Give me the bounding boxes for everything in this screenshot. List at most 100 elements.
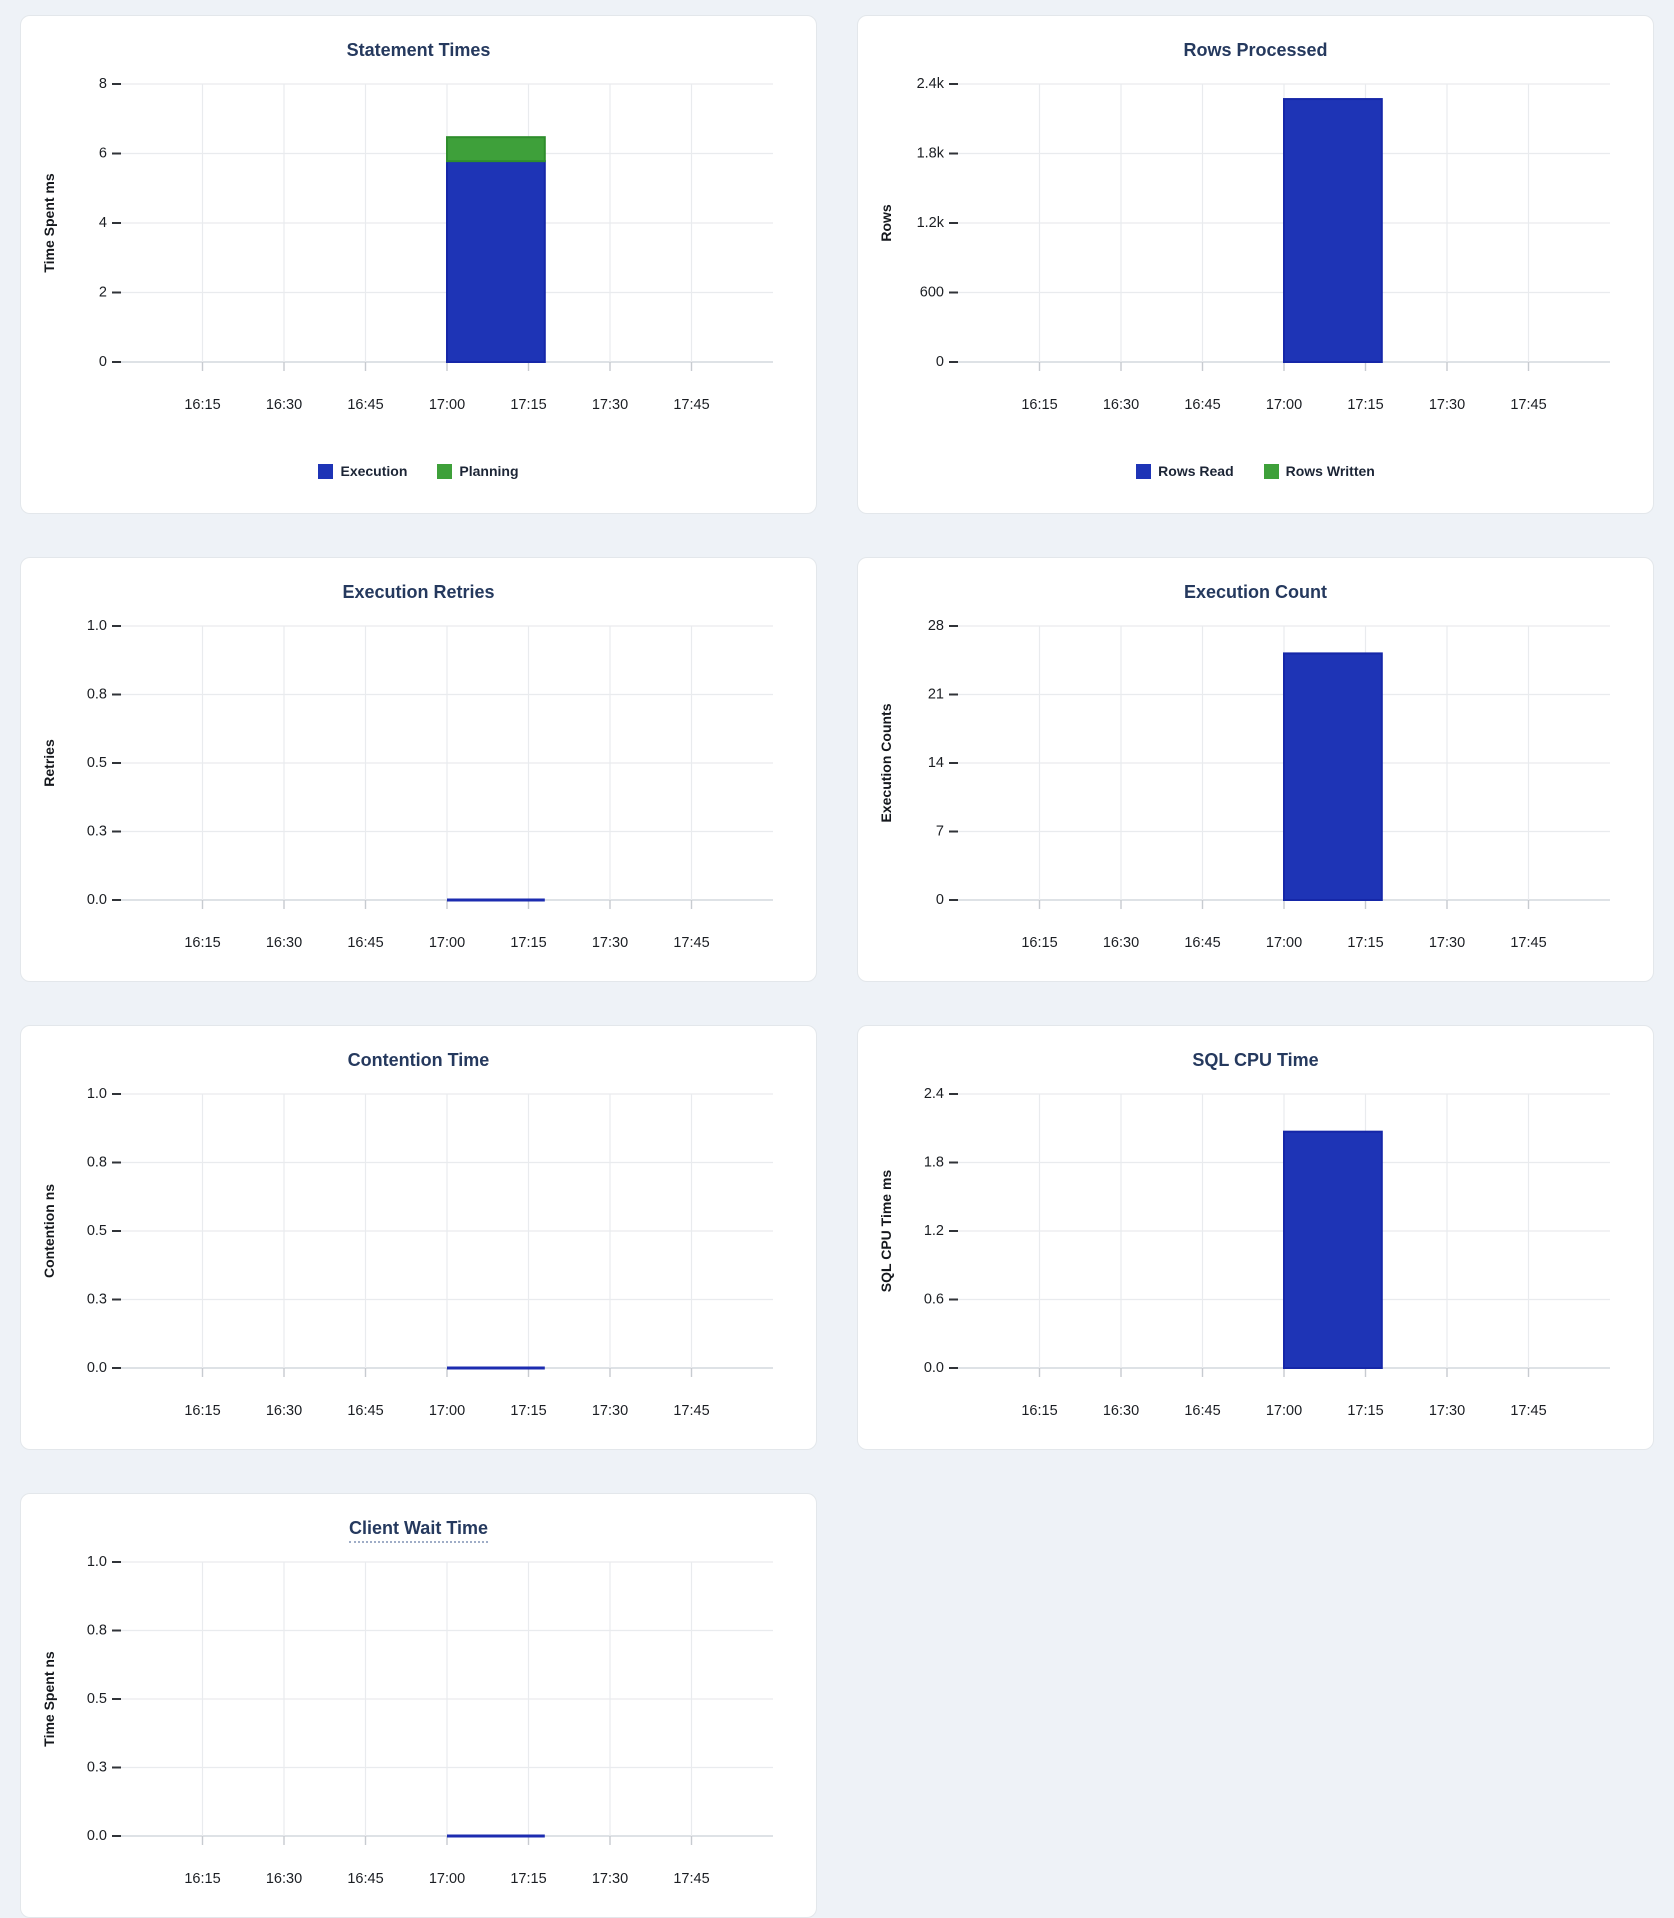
x-tick-label: 17:00 [429, 397, 465, 413]
x-tick-label: 16:15 [1021, 397, 1057, 413]
y-tick-label: 14 [928, 755, 944, 771]
legend-item-rows-read[interactable]: Rows Read [1136, 463, 1234, 479]
chart-plot[interactable]: 0 7 14 21 28 16:15 16:30 16:45 17:00 17:15 17:30 17… [858, 558, 1654, 982]
series-layer[interactable] [1283, 1130, 1383, 1369]
x-tick-label: 16:45 [1184, 397, 1220, 413]
chart-plot[interactable]: 0 600 1.2k 1.8k 2.4k 16:15 16:30 16:45 17:00 17:1… [858, 16, 1654, 514]
x-tick-label: 17:30 [1429, 397, 1465, 413]
y-tick-label: 1.2 [924, 1223, 944, 1239]
bar-segment[interactable] [1283, 652, 1383, 902]
chart-card-execution-retries: Execution Retries 0.0 0.3 0.5 0.8 1.0 16:15 16… [20, 557, 817, 982]
series-layer[interactable] [446, 136, 546, 363]
chart-plot[interactable]: 0.0 0.3 0.5 0.8 1.0 16:15 16:30 16:45 17:00 17:15… [21, 558, 817, 982]
chart-title: Client Wait Time [21, 1518, 816, 1543]
y-tick-label: 0.5 [87, 1223, 107, 1239]
y-axis: 0 7 14 21 28 [928, 618, 1610, 908]
x-tick-label: 16:45 [347, 397, 383, 413]
chart-card-sql-cpu-time: SQL CPU Time 0.0 0.6 1.2 1.8 2.4 16:15 16:30 16… [857, 1025, 1654, 1450]
x-tick-label: 16:30 [266, 397, 302, 413]
y-axis: 0.0 0.3 0.5 0.8 1.0 [87, 1086, 773, 1376]
series-layer[interactable] [1283, 98, 1383, 364]
y-axis: 0 600 1.2k 1.8k 2.4k [917, 76, 1610, 370]
x-tick-label: 17:45 [673, 1403, 709, 1419]
y-tick-label: 0.0 [87, 1828, 107, 1844]
legend-label: Execution [340, 463, 408, 479]
chart-title: Execution Count [858, 582, 1653, 602]
y-axis: 0 2 4 6 8 [99, 76, 773, 370]
legend-label: Rows Read [1158, 463, 1234, 479]
y-axis-title: Execution Counts [878, 703, 894, 822]
y-tick-label: 1.8 [924, 1155, 944, 1171]
y-tick-label: 1.0 [87, 618, 107, 634]
y-tick-label: 0.8 [87, 687, 107, 703]
chart-title-text: Contention Time [347, 1050, 490, 1070]
x-tick-label: 17:15 [1347, 397, 1383, 413]
x-tick-label: 17:15 [510, 935, 546, 951]
chart-title: Execution Retries [21, 582, 816, 602]
y-tick-label: 0.5 [87, 1691, 107, 1707]
x-tick-label: 17:45 [673, 1871, 709, 1887]
chart-title: Contention Time [21, 1050, 816, 1070]
legend-swatch [437, 463, 453, 479]
x-tick-label: 17:15 [510, 1871, 546, 1887]
x-tick-label: 17:30 [592, 1403, 628, 1419]
y-tick-label: 0.5 [87, 755, 107, 771]
bar-segment-rows-read[interactable] [1283, 98, 1383, 364]
x-tick-label: 17:45 [673, 397, 709, 413]
legend-label: Rows Written [1285, 463, 1375, 479]
chart-card-rows-processed: Rows Processed 0 600 1.2k 1.8k 2.4k 16:15 16:3… [857, 15, 1654, 514]
x-tick-label: 16:15 [184, 1403, 220, 1419]
x-tick-label: 17:00 [429, 1403, 465, 1419]
chart-title-text: Statement Times [346, 40, 491, 60]
chart-title-text[interactable]: Client Wait Time [348, 1518, 489, 1543]
y-tick-label: 0 [936, 892, 944, 908]
series-layer[interactable] [1283, 652, 1383, 902]
x-tick-label: 16:15 [184, 397, 220, 413]
x-tick-label: 16:30 [1103, 397, 1139, 413]
x-tick-label: 17:15 [1347, 1403, 1383, 1419]
y-tick-label: 0.8 [87, 1155, 107, 1171]
chart-plot[interactable]: 0.0 0.3 0.5 0.8 1.0 16:15 16:30 16:45 17:00 17:15… [21, 1026, 817, 1450]
chart-title-text: Execution Count [1184, 582, 1327, 602]
x-tick-label: 16:30 [266, 935, 302, 951]
y-axis-title: Rows [878, 204, 894, 242]
chart-legend: Execution Planning [21, 463, 816, 479]
x-tick-label: 17:15 [1347, 935, 1383, 951]
legend-swatch [318, 463, 334, 479]
chart-card-client-wait-time: Client Wait Time 0.0 0.3 0.5 0.8 1.0 16:15 16:… [20, 1493, 817, 1918]
x-tick-label: 17:00 [1266, 935, 1302, 951]
y-tick-label: 0 [936, 354, 944, 370]
legend-item-planning[interactable]: Planning [437, 463, 519, 479]
chart-title-text: Rows Processed [1183, 40, 1328, 60]
y-tick-label: 2.4k [917, 76, 945, 92]
x-tick-label: 17:30 [592, 935, 628, 951]
chart-plot[interactable]: 0.0 0.3 0.5 0.8 1.0 16:15 16:30 16:45 17:00 17:15… [21, 1494, 817, 1918]
chart-card-execution-count: Execution Count 0 7 14 21 28 16:15 16:30 16:45 1… [857, 557, 1654, 982]
chart-title: Rows Processed [858, 40, 1653, 60]
x-tick-label: 17:45 [1510, 1403, 1546, 1419]
bar-segment-execution[interactable] [446, 160, 546, 363]
y-tick-label: 0.0 [87, 1360, 107, 1376]
x-axis: 16:15 16:30 16:45 17:00 17:15 17:30 17:45 [184, 1094, 710, 1419]
x-tick-label: 16:15 [184, 935, 220, 951]
bar-segment-planning[interactable] [446, 136, 546, 163]
chart-plot[interactable]: 0.0 0.6 1.2 1.8 2.4 16:15 16:30 16:45 17:00 17:15… [858, 1026, 1654, 1450]
bar-segment[interactable] [1283, 1130, 1383, 1369]
x-tick-label: 16:30 [1103, 935, 1139, 951]
y-tick-label: 0 [99, 354, 107, 370]
y-axis: 0.0 0.3 0.5 0.8 1.0 [87, 1554, 773, 1844]
y-axis-title: Contention ns [41, 1184, 57, 1278]
y-tick-label: 1.0 [87, 1554, 107, 1570]
legend-label: Planning [459, 463, 519, 479]
chart-plot[interactable]: 0 2 4 6 8 16:15 16:30 16:45 17:00 17:15 17:30 17:45… [21, 16, 817, 514]
y-axis: 0.0 0.3 0.5 0.8 1.0 [87, 618, 773, 908]
x-tick-label: 17:30 [592, 397, 628, 413]
x-tick-label: 17:30 [1429, 1403, 1465, 1419]
legend-item-rows-written[interactable]: Rows Written [1263, 463, 1375, 479]
x-tick-label: 16:45 [1184, 1403, 1220, 1419]
chart-legend: Rows Read Rows Written [858, 463, 1653, 479]
legend-item-execution[interactable]: Execution [318, 463, 407, 479]
x-tick-label: 17:30 [592, 1871, 628, 1887]
x-tick-label: 17:45 [1510, 397, 1546, 413]
y-tick-label: 0.3 [87, 1760, 107, 1776]
